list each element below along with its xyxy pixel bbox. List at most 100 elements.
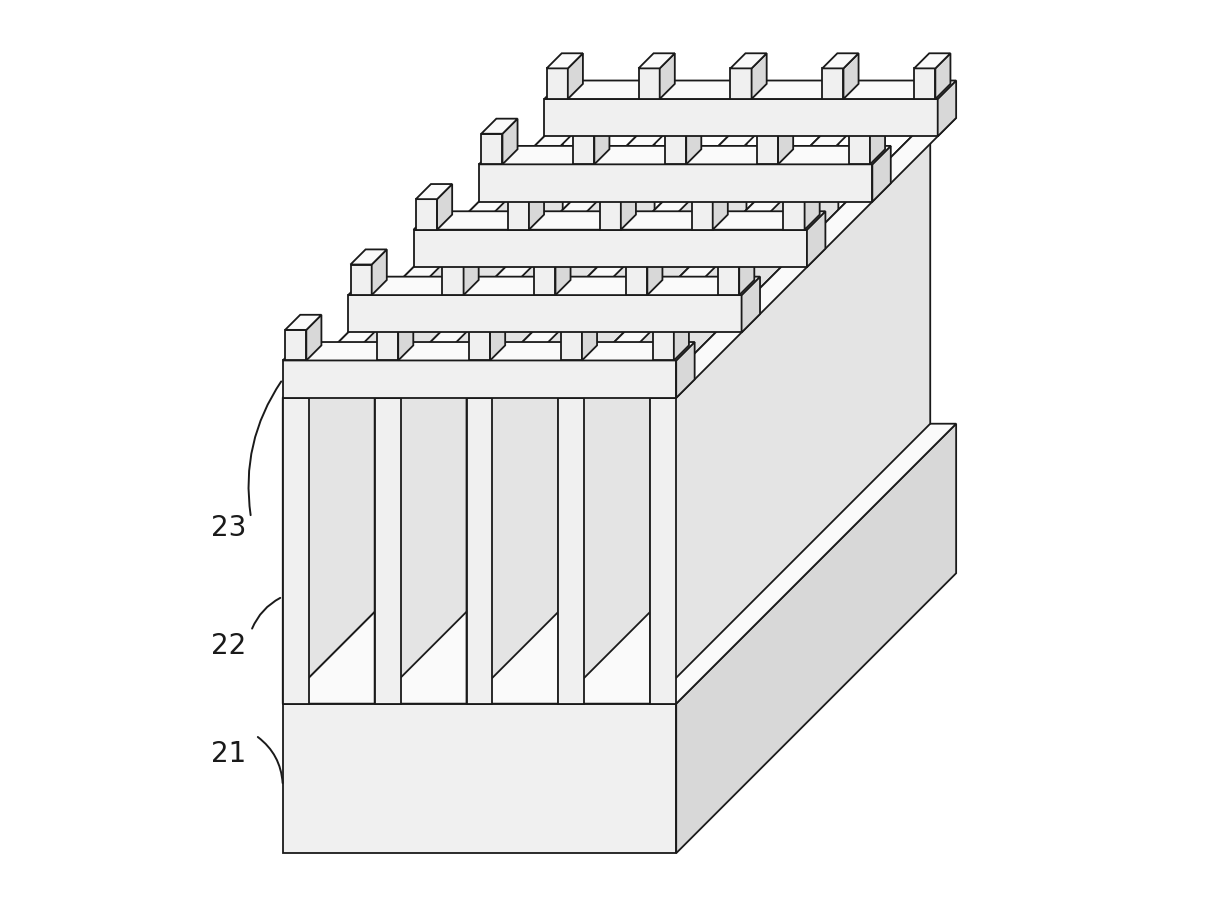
Polygon shape — [481, 134, 502, 165]
Polygon shape — [561, 315, 598, 331]
Polygon shape — [626, 250, 663, 266]
Polygon shape — [307, 315, 321, 361]
Polygon shape — [558, 119, 864, 399]
Polygon shape — [545, 82, 956, 100]
Polygon shape — [660, 54, 675, 100]
Polygon shape — [348, 296, 741, 333]
Polygon shape — [849, 119, 885, 134]
Polygon shape — [416, 185, 453, 200]
Text: 22: 22 — [211, 631, 247, 659]
Polygon shape — [282, 119, 563, 704]
Polygon shape — [752, 54, 767, 100]
Polygon shape — [534, 250, 571, 266]
Polygon shape — [650, 399, 676, 704]
Polygon shape — [692, 200, 713, 231]
Polygon shape — [413, 231, 807, 267]
Polygon shape — [479, 165, 872, 202]
Polygon shape — [600, 200, 621, 231]
Polygon shape — [545, 100, 937, 137]
Polygon shape — [374, 119, 681, 399]
Polygon shape — [351, 266, 372, 296]
Polygon shape — [469, 331, 490, 361]
Polygon shape — [502, 119, 518, 165]
Polygon shape — [783, 185, 820, 200]
Polygon shape — [508, 200, 529, 231]
Polygon shape — [676, 343, 694, 399]
Polygon shape — [416, 200, 437, 231]
Polygon shape — [638, 54, 675, 69]
Polygon shape — [282, 704, 676, 853]
Polygon shape — [547, 54, 583, 69]
Polygon shape — [282, 425, 956, 704]
Polygon shape — [481, 119, 518, 134]
Polygon shape — [568, 54, 583, 100]
Polygon shape — [718, 266, 739, 296]
Polygon shape — [547, 69, 568, 100]
Polygon shape — [282, 361, 676, 399]
Polygon shape — [650, 119, 956, 399]
Polygon shape — [665, 119, 702, 134]
Polygon shape — [730, 54, 767, 69]
Polygon shape — [937, 82, 956, 137]
Polygon shape — [626, 266, 648, 296]
Polygon shape — [374, 119, 654, 704]
Polygon shape — [653, 315, 688, 331]
Polygon shape — [600, 185, 636, 200]
Polygon shape — [741, 278, 760, 333]
Polygon shape — [529, 185, 544, 231]
Polygon shape — [674, 315, 688, 361]
Polygon shape — [351, 250, 387, 266]
Polygon shape — [377, 315, 413, 331]
Polygon shape — [573, 119, 610, 134]
Polygon shape — [713, 185, 728, 231]
Polygon shape — [282, 343, 694, 361]
Polygon shape — [348, 278, 760, 296]
Polygon shape — [638, 69, 660, 100]
Polygon shape — [466, 399, 492, 704]
Polygon shape — [805, 185, 820, 231]
Polygon shape — [849, 134, 870, 165]
Polygon shape — [464, 250, 479, 296]
Polygon shape — [285, 315, 321, 331]
Polygon shape — [285, 331, 307, 361]
Polygon shape — [778, 119, 793, 165]
Polygon shape — [692, 185, 728, 200]
Polygon shape — [872, 147, 891, 202]
Polygon shape — [374, 399, 400, 704]
Polygon shape — [718, 250, 755, 266]
Polygon shape — [508, 185, 544, 200]
Polygon shape — [783, 200, 805, 231]
Polygon shape — [935, 54, 951, 100]
Polygon shape — [377, 331, 399, 361]
Polygon shape — [582, 315, 598, 361]
Polygon shape — [282, 399, 309, 704]
Polygon shape — [443, 266, 464, 296]
Polygon shape — [443, 250, 479, 266]
Polygon shape — [686, 119, 702, 165]
Polygon shape — [648, 250, 663, 296]
Polygon shape — [914, 69, 935, 100]
Polygon shape — [479, 147, 891, 165]
Polygon shape — [558, 399, 584, 704]
Polygon shape — [573, 134, 594, 165]
Polygon shape — [757, 134, 778, 165]
Polygon shape — [757, 119, 793, 134]
Polygon shape — [556, 250, 571, 296]
Polygon shape — [822, 69, 843, 100]
Text: 21: 21 — [211, 740, 247, 767]
Polygon shape — [676, 425, 956, 853]
Polygon shape — [399, 315, 413, 361]
Polygon shape — [490, 315, 506, 361]
Polygon shape — [282, 119, 589, 399]
Polygon shape — [650, 119, 930, 704]
Polygon shape — [730, 69, 752, 100]
Polygon shape — [621, 185, 636, 231]
Polygon shape — [558, 119, 838, 704]
Polygon shape — [594, 119, 610, 165]
Polygon shape — [534, 266, 556, 296]
Polygon shape — [466, 119, 772, 399]
Polygon shape — [807, 212, 826, 267]
Polygon shape — [665, 134, 686, 165]
Polygon shape — [437, 185, 453, 231]
Polygon shape — [739, 250, 755, 296]
